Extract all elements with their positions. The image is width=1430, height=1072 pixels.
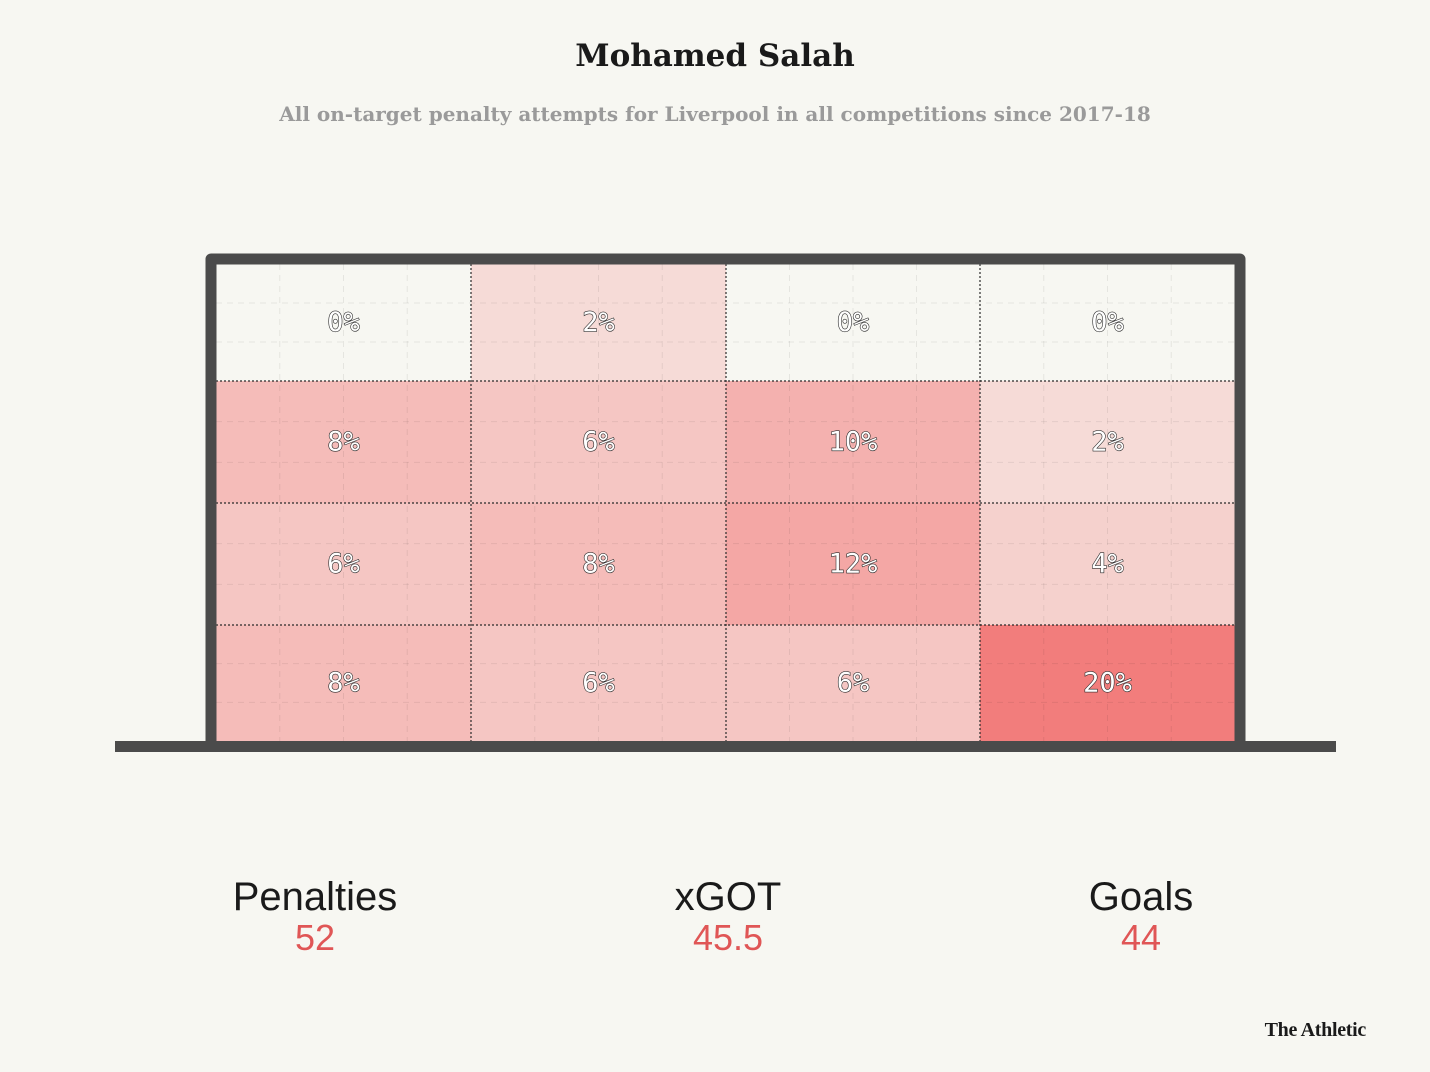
- heatmap-cell-label: 4%: [1091, 549, 1124, 580]
- heatmap-cell-label: 8%: [327, 668, 360, 699]
- stat-xgot-label: xGOT: [674, 875, 782, 919]
- stat-goals-value: 44: [1120, 917, 1162, 958]
- heatmap-cell: [471, 625, 726, 741]
- chart-subtitle: All on-target penalty attempts for Liver…: [279, 102, 1151, 126]
- goal-line: [115, 741, 1336, 752]
- heatmap-cell: [471, 381, 726, 503]
- heatmap-cell: [471, 264, 726, 381]
- heatmap-cell: [216, 264, 471, 381]
- heatmap-cell-label: 8%: [582, 549, 615, 580]
- heatmap-cell-label: 6%: [837, 668, 870, 699]
- heatmap-cell: [726, 381, 980, 503]
- heatmap-cell: [216, 503, 471, 625]
- goal-frame: [115, 253, 1336, 752]
- heatmap-cell-label: 0%: [837, 307, 870, 338]
- stat-penalties: Penalties 52: [165, 874, 465, 956]
- heatmap-cell-label: 6%: [582, 668, 615, 699]
- stat-penalties-value: 52: [294, 917, 336, 958]
- heatmap-cell-label: 2%: [1091, 427, 1124, 458]
- heatmap-cell: [980, 264, 1235, 381]
- stat-goals: Goals 44: [991, 874, 1291, 956]
- heatmap-cell-label: 6%: [582, 427, 615, 458]
- heatmap-cell-label: 0%: [327, 307, 360, 338]
- heatmap-cell-label: 6%: [327, 549, 360, 580]
- heatmap-cell: [980, 381, 1235, 503]
- heatmap-cells: [216, 264, 1235, 741]
- heatmap-cell-label: 10%: [829, 427, 878, 458]
- heatmap-cell: [216, 625, 471, 741]
- goal-posts-crossbar: [205, 253, 1246, 747]
- heatmap-gridlines: [216, 264, 1235, 741]
- heatmap-cell-label: 2%: [582, 307, 615, 338]
- stat-goals-label: Goals: [1088, 875, 1194, 919]
- heatmap-cell: [726, 264, 980, 381]
- heatmap-cell: [216, 381, 471, 503]
- heatmap-cell-label: 12%: [829, 549, 878, 580]
- brand-logo: The Athletic: [1264, 1019, 1367, 1041]
- heatmap-cell: [726, 625, 980, 741]
- heatmap-cell-label: 8%: [327, 427, 360, 458]
- stat-xgot-value: 45.5: [692, 917, 764, 958]
- heatmap-cell-label: 0%: [1091, 307, 1124, 338]
- stat-penalties-label: Penalties: [232, 875, 398, 919]
- heatmap-cell: [471, 503, 726, 625]
- heatmap-cell-label: 20%: [1083, 668, 1132, 699]
- stat-xgot: xGOT 45.5: [578, 874, 878, 956]
- heatmap-cell: [980, 503, 1235, 625]
- heatmap-cell: [980, 625, 1235, 741]
- heatmap-cell: [726, 503, 980, 625]
- heatmap-labels: 0% 2% 0% 0% 8% 6% 10% 2% 6% 8% 12% 4% 8% 6% 6% 20%: [327, 306, 1133, 699]
- chart-title: Mohamed Salah: [575, 38, 855, 74]
